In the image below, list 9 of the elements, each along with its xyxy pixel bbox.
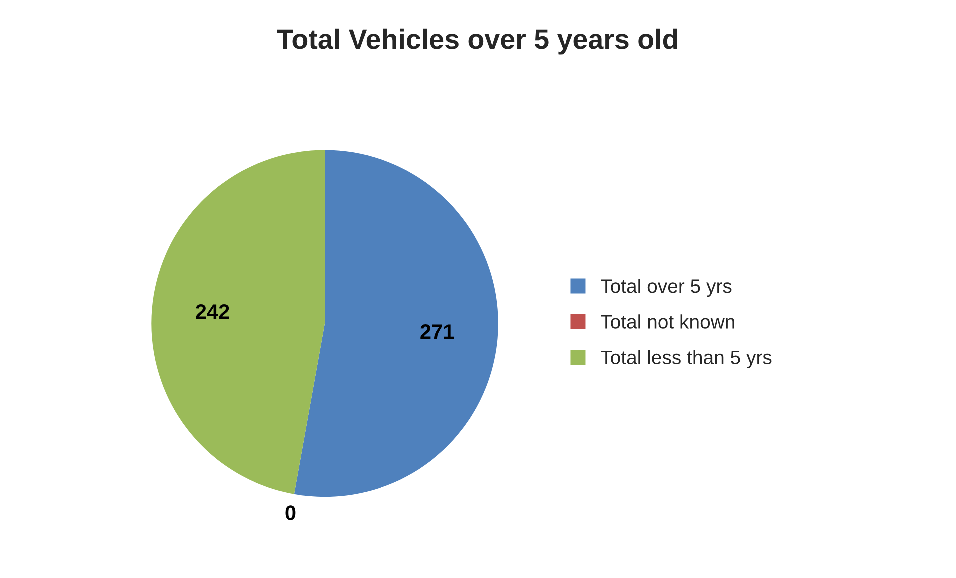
legend-label: Total less than 5 yrs [601, 350, 772, 368]
legend-label: Total over 5 yrs [601, 278, 732, 298]
data-label: 271 [420, 324, 454, 340]
text: 0 [286, 506, 296, 520]
legend-label: Total not known [601, 314, 734, 329]
pie-slice [152, 150, 326, 494]
chart-title: Total Vehicles over 5 years old [277, 28, 678, 55]
pie-slice [294, 150, 498, 498]
data-label: 242 [196, 304, 230, 320]
